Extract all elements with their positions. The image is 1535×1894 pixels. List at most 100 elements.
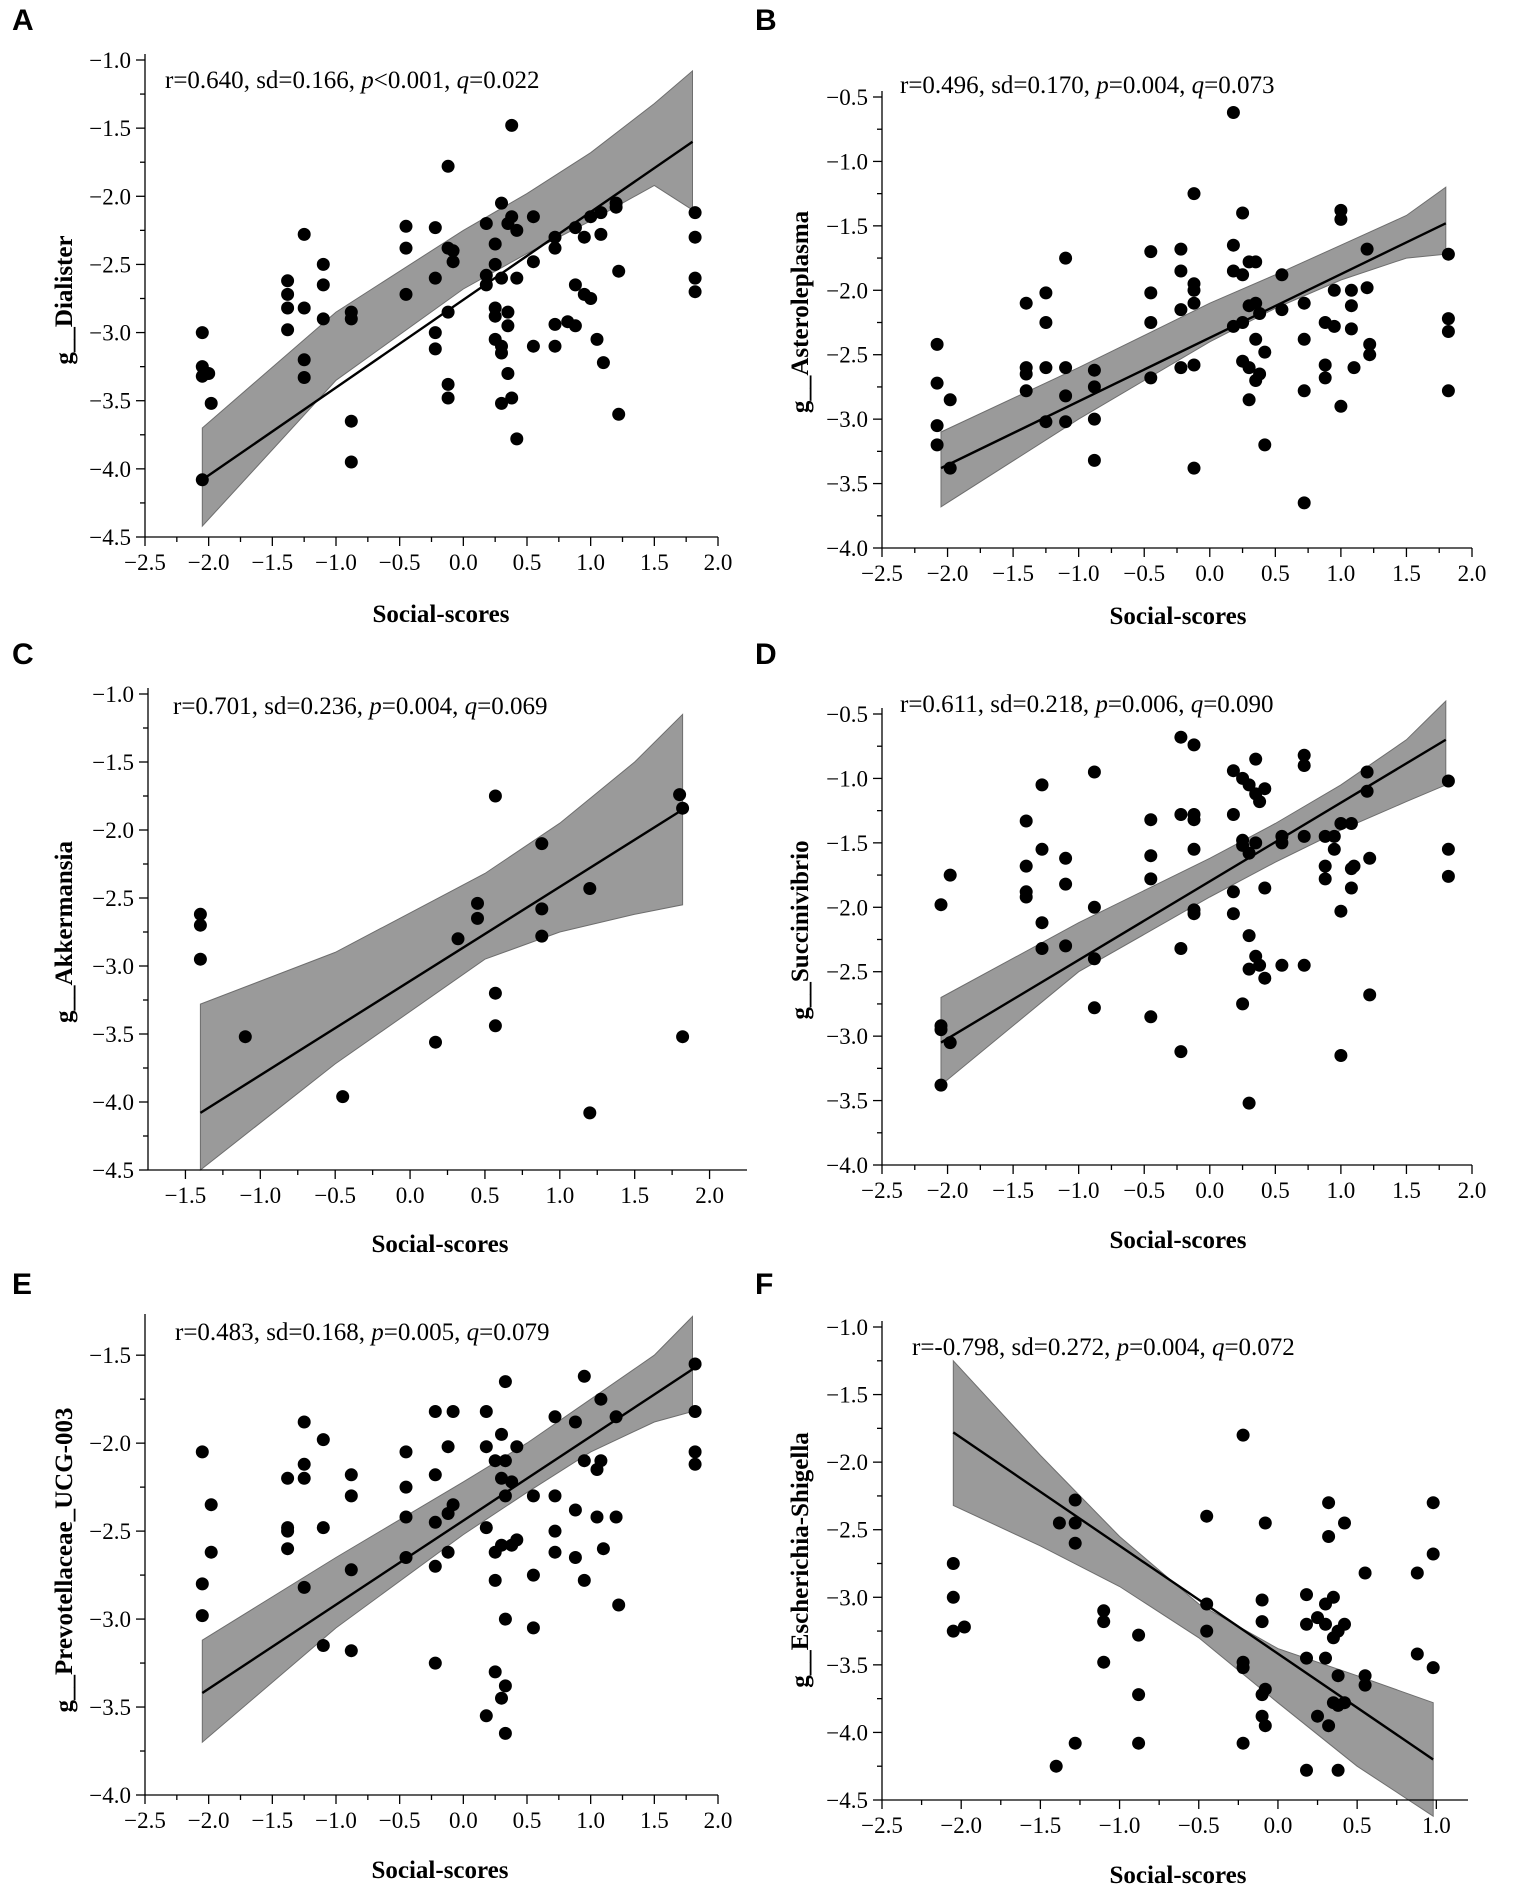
data-point [934,1078,948,1092]
data-point [344,1644,358,1658]
data-point [1360,281,1374,295]
data-point [451,932,465,946]
data-point [510,1533,524,1547]
data-point [1249,332,1263,346]
data-point [930,438,944,452]
data-point [1059,361,1073,375]
x-tick-label: −2.5 [124,550,166,575]
x-tick-label: 2.0 [704,1808,733,1833]
data-point [488,309,502,323]
data-point [1187,187,1201,201]
x-tick-label: −0.5 [314,1183,356,1208]
y-tick-label: −1.5 [826,1383,868,1408]
x-tick-label: −1.5 [992,1178,1034,1203]
stat-q-symbol: q [1212,1334,1225,1361]
data-point [510,271,524,285]
data-point [1087,380,1101,394]
data-point [1322,1719,1336,1733]
data-point [316,1433,330,1447]
data-point [441,1440,455,1454]
data-point [1236,206,1250,220]
data-point [594,206,608,220]
data-point [281,1542,295,1556]
data-point [1360,765,1374,779]
data-point [577,1454,591,1468]
data-point [1334,904,1348,918]
data-point [688,1457,702,1471]
y-tick-label: −1.0 [826,149,868,174]
data-point [510,223,524,237]
data-point [195,1445,209,1459]
data-point [1236,316,1250,329]
data-point [548,339,562,353]
y-tick-label: −3.0 [92,954,134,979]
data-point [1097,1655,1111,1669]
x-tick-label: −1.5 [165,1183,207,1208]
stat-p-symbol: p [367,693,382,720]
data-point [1174,942,1188,955]
data-point [193,952,207,966]
panel-a: A r=0.640, sd=0.166, p<0.001, q=0.022 So… [12,4,732,628]
data-point [1410,1647,1424,1661]
data-point [488,1573,502,1587]
y-tick-label: −4.5 [92,1158,134,1183]
data-point [344,455,358,469]
data-point [446,255,460,269]
y-tick-label: −0.5 [826,702,868,727]
data-point [1347,859,1361,873]
stat-sd: sd=0.236 [264,693,357,720]
data-point [446,1498,460,1512]
stat-q-symbol: q [465,693,478,720]
x-tick-label: −0.5 [1123,1178,1165,1203]
data-point [1200,1509,1214,1523]
x-tick-label: −2.5 [861,561,903,586]
data-point [1097,1615,1111,1629]
x-tick-label: 1.0 [1422,1813,1451,1838]
data-point [1322,1530,1336,1543]
data-point [399,1445,413,1459]
data-point [583,1106,597,1120]
data-point [471,911,484,925]
data-point [1249,296,1263,310]
data-point [688,1445,702,1459]
data-point [1039,361,1053,375]
data-point [1338,1617,1351,1631]
y-tick-label: −3.5 [92,1022,134,1047]
data-point [1297,759,1311,772]
data-point [535,902,549,916]
x-tick-label: 0.0 [396,1183,425,1208]
stat-r: r=0.640 [165,67,244,94]
data-point [1035,778,1049,792]
data-point [1226,907,1240,921]
data-point [1249,752,1263,766]
stat-p-value: =0.005 [384,1319,454,1346]
data-point [1144,245,1158,259]
data-point [1097,1604,1111,1618]
regression-line [940,222,1447,470]
data-point [1318,859,1332,873]
data-point [344,312,358,326]
data-point [1200,1624,1214,1638]
x-tick-label: 1.5 [1392,1178,1421,1203]
data-point [1236,268,1250,282]
data-point [1258,345,1272,359]
data-point [1300,1651,1313,1665]
data-point [1174,1045,1188,1059]
data-point [1132,1628,1146,1642]
panel-e: E r=0.483, sd=0.168, p=0.005, q=0.079 So… [12,1268,732,1884]
data-point [1441,774,1455,788]
x-tick-label: −0.5 [379,550,421,575]
data-point [501,367,515,380]
stat-sd: sd=0.170 [991,72,1084,99]
stat-p-symbol: p [369,1319,384,1346]
data-point [399,1510,413,1524]
data-point [688,1357,702,1371]
x-tick-label: 1.0 [576,550,605,575]
data-point [1226,238,1240,252]
stat-p-value: =0.004 [1109,72,1180,99]
data-point [399,1480,413,1494]
data-point [428,342,442,356]
data-point [946,1557,960,1570]
data-point [297,371,311,384]
stat-q-value: =0.022 [469,67,539,94]
